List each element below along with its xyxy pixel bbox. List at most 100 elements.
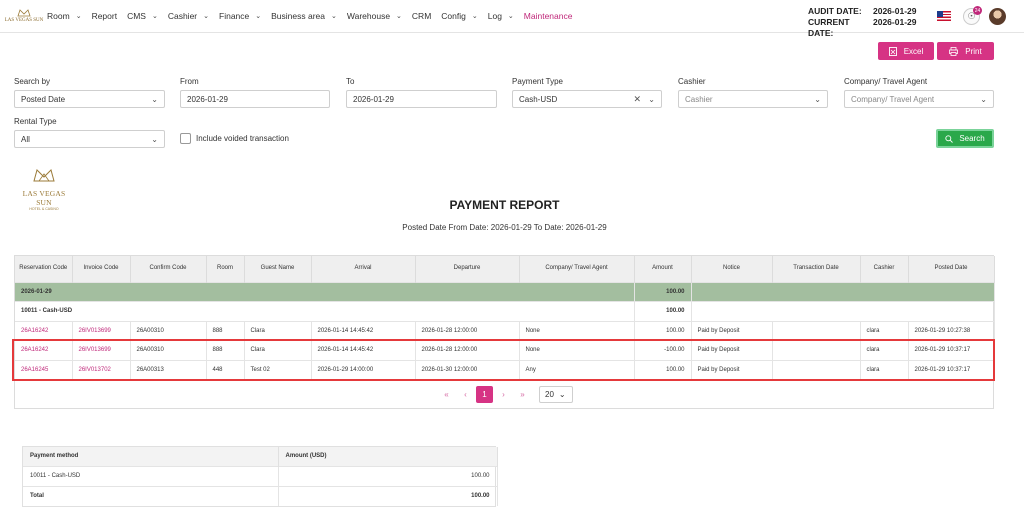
notification-bell-icon[interactable]: ☉ 24 xyxy=(963,6,982,25)
company-placeholder: Company/ Travel Agent xyxy=(851,94,935,104)
table-cell: Paid by Deposit xyxy=(691,320,773,341)
nav-item-warehouse[interactable]: Warehouse ⌄ xyxy=(347,11,402,21)
first-page-button[interactable]: « xyxy=(444,389,449,399)
company-select[interactable]: Company/ Travel Agent ⌄ xyxy=(844,90,994,108)
table-cell: 2026-01-28 12:00:00 xyxy=(415,320,520,341)
audit-date-value: 2026-01-29 xyxy=(873,6,917,16)
invoice-code-link[interactable]: 26IV013702 xyxy=(72,359,131,380)
main-menu: Room ⌄ Report CMS ⌄ Cashier ⌄ Finance ⌄ Business … xyxy=(47,11,582,21)
to-date-label: To xyxy=(346,77,355,86)
excel-button[interactable]: Excel xyxy=(878,42,934,60)
next-page-button[interactable]: › xyxy=(502,389,505,399)
table-cell: 2026-01-29 14:00:00 xyxy=(311,359,416,380)
report-logo-sub: HOTEL & CASINO xyxy=(29,207,59,211)
chevron-down-icon: ⌄ xyxy=(151,13,158,20)
table-cell: 26A00313 xyxy=(130,359,207,380)
nav-item-cashier[interactable]: Cashier ⌄ xyxy=(168,11,209,21)
chevron-down-icon: ⌄ xyxy=(151,94,158,104)
nav-item-cms[interactable]: CMS ⌄ xyxy=(127,11,158,21)
nav-item-label: Room xyxy=(47,11,70,21)
nav-item-label: CMS xyxy=(127,11,146,21)
nav-item-report[interactable]: Report xyxy=(92,11,118,21)
chevron-down-icon: ⌄ xyxy=(75,13,82,20)
nav-item-label: Log xyxy=(487,11,502,21)
nav-item-config[interactable]: Config ⌄ xyxy=(441,11,477,21)
crown-icon xyxy=(33,169,55,182)
column-header: Reservation Code xyxy=(15,256,73,282)
column-header: Amount xyxy=(634,256,692,282)
us-flag-icon[interactable] xyxy=(937,11,951,21)
search-button[interactable]: Search xyxy=(936,129,994,148)
nav-item-label: Config xyxy=(441,11,466,21)
table-row: 26A16242 26IV013699 26A00310 888 Clara 2026-0… xyxy=(15,340,995,360)
table-cell: None xyxy=(519,320,635,341)
to-date-value: 2026-01-29 xyxy=(353,94,394,104)
chevron-down-icon: ⌄ xyxy=(331,13,337,20)
from-date-value: 2026-01-29 xyxy=(187,94,228,104)
to-date-input[interactable]: 2026-01-29 xyxy=(346,90,497,108)
chevron-down-icon: ⌄ xyxy=(814,94,821,104)
rental-type-value: All xyxy=(21,134,30,144)
table-cell: 888 xyxy=(206,320,245,341)
column-header: Arrival xyxy=(311,256,416,282)
payment-type-value: Cash-USD xyxy=(519,94,558,104)
printer-icon xyxy=(949,46,959,56)
table-cell: Paid by Deposit xyxy=(691,359,773,380)
from-date-input[interactable]: 2026-01-29 xyxy=(180,90,330,108)
chevron-down-icon: ⌄ xyxy=(396,13,402,20)
summary-header-amount: Amount (USD) xyxy=(278,447,498,466)
subgroup-empty-cell xyxy=(691,301,995,321)
report-title: PAYMENT REPORT xyxy=(449,198,560,212)
search-button-label: Search xyxy=(959,134,985,143)
reservation-code-link[interactable]: 26A16242 xyxy=(15,320,73,341)
column-header: Invoice Code xyxy=(72,256,131,282)
reservation-code-link[interactable]: 26A16245 xyxy=(15,359,73,380)
column-header: Company/ Travel Agent xyxy=(519,256,635,282)
column-header: Posted Date xyxy=(908,256,995,282)
print-button[interactable]: Print xyxy=(937,42,994,60)
brand-logo[interactable]: LAS VEGAS SUN xyxy=(4,1,44,31)
include-voided-checkbox[interactable] xyxy=(180,133,191,144)
search-by-select[interactable]: Posted Date ⌄ xyxy=(14,90,165,108)
column-header: Transaction Date xyxy=(772,256,861,282)
invoice-code-link[interactable]: 26IV013699 xyxy=(72,320,131,341)
clear-icon[interactable]: ✕ xyxy=(633,93,641,104)
avatar[interactable] xyxy=(989,8,1006,25)
page-size-select[interactable]: 20 ⌄ xyxy=(539,385,573,403)
nav-item-label: Finance xyxy=(219,11,250,21)
empty-row xyxy=(15,379,994,408)
search-by-value: Posted Date xyxy=(21,94,66,104)
summary-amount-cell: 100.00 xyxy=(278,465,498,486)
column-header: Departure xyxy=(415,256,520,282)
column-header: Guest Name xyxy=(244,256,312,282)
nav-item-business-area[interactable]: Business area ⌄ xyxy=(271,11,337,21)
payment-summary-table: Payment method Amount (USD) 10011 - Cash… xyxy=(22,446,498,507)
table-row: 26A16245 26IV013702 26A00313 448 Test 02 2026… xyxy=(15,359,995,380)
table-cell: 2026-01-14 14:45:42 xyxy=(311,320,416,341)
payment-type-select[interactable]: Cash-USD ✕ ⌄ xyxy=(512,90,662,108)
nav-item-label: Report xyxy=(91,11,118,21)
nav-item-room[interactable]: Room ⌄ xyxy=(47,11,82,21)
nav-item-crm[interactable]: CRM xyxy=(412,11,431,21)
excel-icon xyxy=(888,46,897,56)
nav-item-maintenance[interactable]: Maintenance xyxy=(524,11,573,21)
prev-page-button[interactable]: ‹ xyxy=(464,389,467,399)
nav-item-finance[interactable]: Finance ⌄ xyxy=(219,11,261,21)
pagination: « ‹ 1 › » 20 ⌄ xyxy=(438,385,573,403)
column-header: Room xyxy=(206,256,245,282)
table-cell: 100.00 xyxy=(634,359,692,380)
page-size-value: 20 xyxy=(545,389,554,399)
summary-total-label: Total xyxy=(23,485,279,506)
nav-item-log[interactable]: Log ⌄ xyxy=(488,11,514,21)
report-logo: LAS VEGAS SUN HOTEL & CASINO xyxy=(15,166,73,211)
table-cell: clara xyxy=(860,320,909,341)
chevron-down-icon: ⌄ xyxy=(558,389,566,399)
last-page-button[interactable]: » xyxy=(520,389,525,399)
table-row: 26A16242 26IV013699 26A00310 888 Clara 2026-0… xyxy=(15,320,995,341)
summary-total-value: 100.00 xyxy=(278,485,498,506)
payment-report-table: Reservation Code Invoice Code Confirm Code… xyxy=(14,255,995,409)
rental-type-select[interactable]: All ⌄ xyxy=(14,130,165,148)
page-button-current[interactable]: 1 xyxy=(476,385,493,403)
table-cell: Clara xyxy=(244,320,312,341)
cashier-select[interactable]: Cashier ⌄ xyxy=(678,90,828,108)
